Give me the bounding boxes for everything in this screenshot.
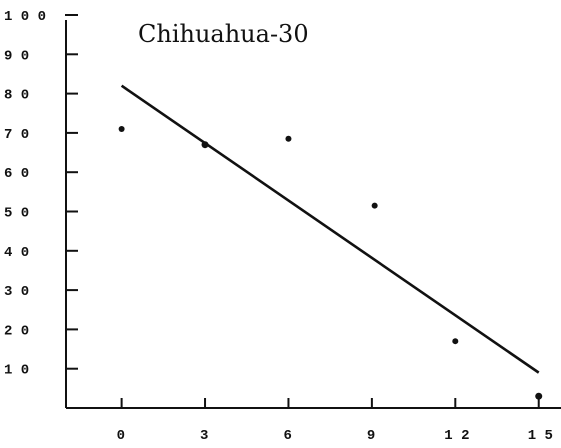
chart-title: Chihuahua-30 [138,20,309,48]
y-tick-label: 1 0 0 [4,9,46,25]
x-tick-label: 1 2 [444,428,469,444]
y-tick-label: 9 0 [4,48,29,64]
data-point [535,392,543,400]
y-tick-label: 3 0 [4,284,29,300]
data-point [371,202,378,209]
y-tick-label: 5 0 [4,206,29,222]
x-tick-label: 0 [117,428,125,444]
y-tick-label: 4 0 [4,245,29,261]
x-tick-label: 1 5 [528,428,553,444]
data-point [118,125,125,132]
data-point [285,135,292,142]
x-tick-label: 3 [200,428,208,444]
y-tick-label: 1 0 [4,363,29,379]
data-point [452,338,459,345]
y-tick-label: 6 0 [4,166,29,182]
y-tick-label: 8 0 [4,88,29,104]
data-point [201,141,209,149]
trend-line [120,84,540,374]
y-tick-label: 2 0 [4,323,29,339]
x-tick-label: 9 [367,428,375,444]
x-tick-label: 6 [283,428,291,444]
y-tick-label: 7 0 [4,127,29,143]
